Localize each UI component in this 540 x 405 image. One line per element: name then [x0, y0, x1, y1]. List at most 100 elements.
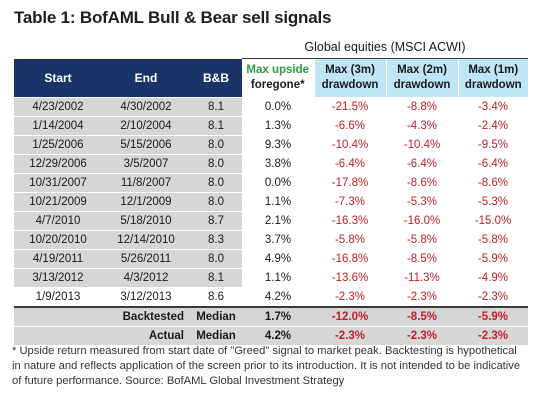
cell-dd1: -2.4%: [458, 116, 528, 136]
cell-start: 4/23/2002: [14, 97, 102, 117]
cell-dd1: -3.4%: [458, 97, 528, 117]
table-row: 4/7/2010 5/18/2010 8.7 2.1% -16.3% -16.0…: [14, 211, 528, 231]
cell-dd2: -8.8%: [386, 97, 458, 117]
cell-dd1: -2.3%: [458, 287, 528, 308]
summary-blank: [14, 326, 102, 346]
header-dd2-line1: Max (2m): [397, 64, 447, 76]
cell-dd3: -21.5%: [314, 97, 386, 117]
cell-upside: 1.1%: [242, 192, 314, 212]
header-upside-line1: Max upside: [246, 64, 310, 76]
cell-dd2: -5.8%: [386, 230, 458, 250]
cell-bb: 8.0: [190, 173, 242, 193]
cell-dd2: -11.3%: [386, 268, 458, 288]
summary-row-actual: Actual Median 4.2% -2.3% -2.3% -2.3%: [14, 326, 528, 346]
group-header: Global equities (MSCI ACWI): [242, 36, 528, 59]
cell-dd1: -5.8%: [458, 230, 528, 250]
cell-dd1: -9.5%: [458, 135, 528, 155]
summary-label: Actual: [102, 326, 190, 346]
cell-dd2: -6.4%: [386, 154, 458, 174]
header-dd1-line1: Max (1m): [468, 64, 519, 76]
header-upside-line2: foregone*: [250, 79, 305, 91]
summary-dd3: -2.3%: [314, 326, 386, 346]
signals-table: Global equities (MSCI ACWI) Start End B&…: [14, 36, 528, 346]
cell-start: 12/29/2006: [14, 154, 102, 174]
summary-upside: 1.7%: [242, 306, 314, 327]
header-dd3: Max (3m) drawdown: [313, 58, 386, 98]
cell-dd2: -10.4%: [386, 135, 458, 155]
table-row: 12/29/2006 3/5/2007 8.0 3.8% -6.4% -6.4%…: [14, 154, 528, 174]
cell-bb: 8.1: [190, 268, 242, 288]
cell-bb: 8.0: [190, 249, 242, 269]
cell-end: 12/14/2010: [102, 230, 190, 250]
cell-end: 12/1/2009: [102, 192, 190, 212]
cell-end: 3/12/2013: [102, 287, 190, 308]
summary-upside: 4.2%: [242, 326, 314, 346]
cell-upside: 1.1%: [242, 268, 314, 288]
table-title: Table 1: BofAML Bull & Bear sell signals: [14, 8, 332, 27]
cell-dd1: -5.9%: [458, 249, 528, 269]
cell-dd3: -2.3%: [314, 287, 386, 308]
cell-dd1: -4.9%: [458, 268, 528, 288]
cell-bb: 8.0: [190, 154, 242, 174]
cell-dd3: -6.4%: [314, 154, 386, 174]
cell-end: 2/10/2004: [102, 116, 190, 136]
header-dd2-line2: drawdown: [393, 79, 451, 91]
cell-start: 1/25/2006: [14, 135, 102, 155]
header-start: Start: [14, 58, 102, 98]
table-row: 4/19/2011 5/26/2011 8.0 4.9% -16.8% -8.5…: [14, 249, 528, 269]
cell-bb: 8.3: [190, 230, 242, 250]
cell-upside: 9.3%: [242, 135, 314, 155]
header-dd1: Max (1m) drawdown: [457, 58, 528, 98]
header-upside: Max upside foregone*: [242, 58, 314, 98]
group-header-row: Global equities (MSCI ACWI): [14, 36, 528, 59]
cell-upside: 1.3%: [242, 116, 314, 136]
cell-start: 4/19/2011: [14, 249, 102, 269]
cell-dd3: -7.3%: [314, 192, 386, 212]
table-row: 1/14/2004 2/10/2004 8.1 1.3% -6.6% -4.3%…: [14, 116, 528, 136]
header-dd2: Max (2m) drawdown: [385, 58, 458, 98]
summary-dd1: -5.9%: [458, 306, 528, 327]
table-row: 10/20/2010 12/14/2010 8.3 3.7% -5.8% -5.…: [14, 230, 528, 250]
cell-dd1: -15.0%: [458, 211, 528, 231]
cell-dd3: -16.8%: [314, 249, 386, 269]
table-row: 4/23/2002 4/30/2002 8.1 0.0% -21.5% -8.8…: [14, 97, 528, 117]
summary-stat: Median: [190, 326, 242, 346]
blank-header-cell: [14, 36, 242, 59]
cell-dd1: -5.3%: [458, 192, 528, 212]
summary-label: Backtested: [102, 306, 190, 327]
summary-dd2: -8.5%: [386, 306, 458, 327]
cell-upside: 0.0%: [242, 173, 314, 193]
cell-dd2: -4.3%: [386, 116, 458, 136]
cell-start: 3/13/2012: [14, 268, 102, 288]
cell-upside: 4.2%: [242, 287, 314, 308]
cell-dd3: -6.6%: [314, 116, 386, 136]
cell-start: 10/21/2009: [14, 192, 102, 212]
table-row: 1/25/2006 5/15/2006 8.0 9.3% -10.4% -10.…: [14, 135, 528, 155]
summary-stat: Median: [190, 306, 242, 327]
cell-dd3: -13.6%: [314, 268, 386, 288]
cell-bb: 8.7: [190, 211, 242, 231]
cell-bb: 8.0: [190, 192, 242, 212]
cell-dd3: -5.8%: [314, 230, 386, 250]
cell-bb: 8.1: [190, 97, 242, 117]
header-dd3-line1: Max (3m): [325, 64, 375, 76]
table-row: 1/9/2013 3/12/2013 8.6 4.2% -2.3% -2.3% …: [14, 287, 528, 308]
cell-end: 5/15/2006: [102, 135, 190, 155]
table-row: 10/21/2009 12/1/2009 8.0 1.1% -7.3% -5.3…: [14, 192, 528, 212]
cell-bb: 8.1: [190, 116, 242, 136]
cell-end: 5/18/2010: [102, 211, 190, 231]
cell-bb: 8.0: [190, 135, 242, 155]
table-row: 3/13/2012 4/3/2012 8.1 1.1% -13.6% -11.3…: [14, 268, 528, 288]
cell-upside: 3.8%: [242, 154, 314, 174]
cell-start: 1/14/2004: [14, 116, 102, 136]
cell-end: 3/5/2007: [102, 154, 190, 174]
cell-dd2: -16.0%: [386, 211, 458, 231]
header-dd3-line2: drawdown: [321, 79, 379, 91]
cell-dd3: -16.3%: [314, 211, 386, 231]
summary-dd3: -12.0%: [314, 306, 386, 327]
cell-upside: 4.9%: [242, 249, 314, 269]
cell-start: 10/20/2010: [14, 230, 102, 250]
cell-dd3: -17.8%: [314, 173, 386, 193]
cell-upside: 3.7%: [242, 230, 314, 250]
